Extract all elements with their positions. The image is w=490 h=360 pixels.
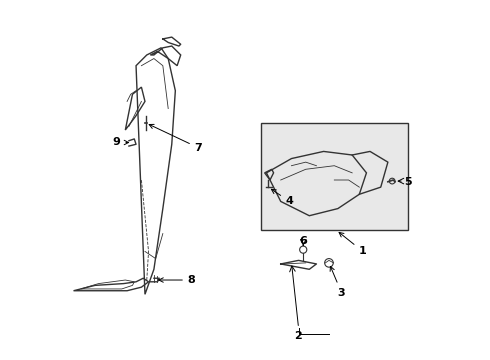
- Text: 8: 8: [159, 275, 196, 285]
- Text: 2: 2: [294, 332, 302, 342]
- Text: 3: 3: [330, 266, 345, 297]
- Text: 7: 7: [149, 125, 202, 153]
- Text: 6: 6: [299, 236, 307, 246]
- Text: 1: 1: [339, 233, 367, 256]
- Text: 4: 4: [271, 189, 294, 206]
- Text: 9: 9: [113, 138, 128, 148]
- Bar: [261, 123, 408, 230]
- Text: 5: 5: [404, 177, 411, 187]
